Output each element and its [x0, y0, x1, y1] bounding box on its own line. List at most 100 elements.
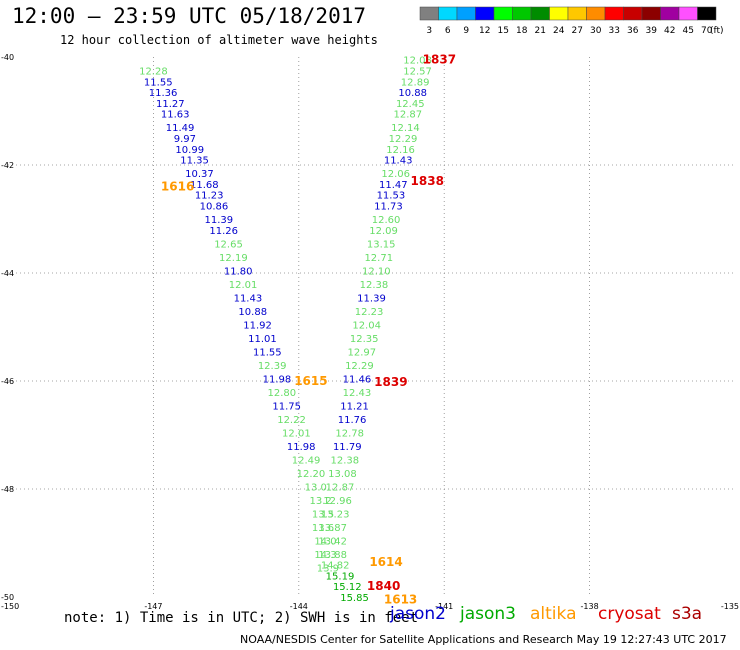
colorbar-tick-label: 6 — [445, 26, 451, 36]
swh-value-jason3: 12.89 — [401, 77, 430, 88]
colorbar-tick-label: 36 — [627, 26, 639, 36]
swh-value-jason2: 11.35 — [180, 156, 209, 167]
swh-value-jason3: 12.87 — [394, 110, 423, 121]
pass-time-label: 1840 — [367, 579, 400, 593]
swh-value-jason2: 9.97 — [174, 134, 196, 145]
swh-value-jason2: 12.39 — [258, 361, 287, 372]
y-tick-label: -50 — [1, 593, 14, 602]
swh-value-jason3: 11.53 — [377, 191, 406, 202]
swh-value-jason2: 11.80 — [224, 266, 253, 277]
swh-value-jason2: 10.86 — [200, 202, 229, 213]
swh-value-jason3: 12.29 — [345, 361, 374, 372]
swh-value-jason2: 12.49 — [292, 455, 321, 466]
y-tick-label: -48 — [1, 485, 14, 494]
swh-value-jason3: 13.15 — [367, 239, 396, 250]
swh-value-jason2: 10.99 — [175, 145, 204, 156]
swh-value-jason2: 11.26 — [209, 226, 238, 237]
legend-s3a: s3a — [672, 604, 703, 624]
swh-value-jason3: 12.23 — [355, 307, 384, 318]
legend-altika: altika — [530, 604, 577, 624]
pass-time-label: 1839 — [374, 375, 407, 389]
swh-value-jason3: 11.47 — [379, 180, 408, 191]
legend-cryosat: cryosat — [598, 604, 661, 624]
swh-value-jason3: 15.85 — [340, 593, 369, 604]
swh-value-jason3: 12.04 — [352, 320, 381, 331]
swh-value-jason2: 12.20 — [297, 469, 326, 480]
swh-value-jason3: 12.10 — [362, 266, 391, 277]
swh-value-jason2: 11.49 — [166, 123, 195, 134]
pass-time-label: 1613 — [384, 593, 417, 607]
swh-value-jason3: 14.82 — [321, 561, 350, 572]
colorbar-tick-label: 27 — [572, 26, 583, 36]
swh-value-jason3: 11.76 — [338, 415, 367, 426]
colorbar-unit: (ft) — [710, 26, 724, 36]
pass-time-label: 1616 — [161, 180, 194, 194]
page-subtitle: 12 hour collection of altimeter wave hei… — [60, 33, 378, 47]
swh-value-jason2: 11.27 — [156, 99, 185, 110]
swh-value-jason2: 11.23 — [195, 191, 224, 202]
swh-value-jason3: 12.35 — [350, 334, 379, 345]
swh-value-jason3: 12.14 — [391, 123, 420, 134]
x-tick-label: -150 — [1, 602, 19, 611]
colorbar-tick-label: 18 — [516, 26, 528, 36]
swh-value-jason3: 13.08 — [328, 469, 357, 480]
swh-value-jason2: 11.68 — [190, 180, 219, 191]
swh-value-jason3: 11.21 — [340, 401, 369, 412]
swh-value-jason2: 12.28 — [139, 67, 168, 78]
swh-value-jason3: 12.09 — [369, 226, 398, 237]
colorbar-legend: 3 6 9 12 15 18 21 24 27 30 33 36 39 42 45 70(ft) — [419, 6, 724, 36]
swh-value-jason2: 11.36 — [149, 88, 178, 99]
wave-height-map: -40 -42 -44 -46 -48 -50-150 -147 -144 -141 -138 -1… — [1, 53, 739, 611]
swh-value-jason2: 11.63 — [161, 110, 190, 121]
swh-value-jason3: 12.78 — [335, 428, 364, 439]
swh-value-jason2: 11.55 — [253, 347, 282, 358]
swh-value-jason2: 14.0 — [314, 536, 336, 547]
y-tick-label: -44 — [1, 269, 14, 278]
colorbar-tick-label: 21 — [535, 26, 546, 36]
swh-value-jason3: 12.16 — [386, 145, 415, 156]
swh-value-jason2: 10.88 — [238, 307, 267, 318]
swh-value-jason3: 12.71 — [364, 253, 393, 264]
swh-value-jason3: 12.06 — [381, 169, 410, 180]
swh-value-jason2: 13.2 — [309, 496, 331, 507]
y-tick-label: -42 — [1, 161, 14, 170]
y-tick-label: -46 — [1, 377, 14, 386]
colorbar-tick-label: 42 — [664, 26, 675, 36]
swh-value-jason2: 11.75 — [272, 401, 301, 412]
swh-value-jason3: 10.88 — [398, 88, 427, 99]
x-tick-label: -147 — [144, 602, 162, 611]
swh-value-jason3: 11.73 — [374, 202, 403, 213]
colorbar-tick-label: 39 — [646, 26, 658, 36]
swh-value-jason2: 13.5 — [312, 509, 334, 520]
swh-value-jason2: 13.0 — [305, 482, 327, 493]
swh-value-jason3: 11.39 — [357, 293, 386, 304]
colorbar-tick-label: 70 — [701, 26, 713, 36]
x-tick-label: -141 — [435, 602, 453, 611]
footer-credit: NOAA/NESDIS Center for Satellite Applica… — [240, 633, 727, 646]
x-tick-label: -135 — [721, 602, 739, 611]
x-tick-label: -138 — [581, 602, 599, 611]
swh-value-jason2: 11.98 — [287, 442, 316, 453]
pass-time-label: 1838 — [411, 174, 444, 188]
swh-value-jason3: 13.23 — [321, 509, 350, 520]
swh-value-jason3: 12.96 — [323, 496, 352, 507]
colorbar-tick-label: 24 — [553, 26, 565, 36]
colorbar-tick-label: 30 — [590, 26, 602, 36]
swh-value-jason3: 13.88 — [318, 550, 347, 561]
swh-value-jason3: 12.29 — [389, 134, 418, 145]
swh-value-jason2: 11.39 — [205, 215, 234, 226]
swh-value-jason2: 11.43 — [234, 293, 263, 304]
swh-value-jason2: 12.19 — [219, 253, 248, 264]
swh-value-jason3: 12.87 — [326, 482, 355, 493]
pass-time-label: 1614 — [369, 555, 402, 569]
swh-value-jason2: 13.6 — [312, 523, 334, 534]
swh-value-jason2: 12.22 — [277, 415, 306, 426]
swh-value-jason2: 12.01 — [282, 428, 311, 439]
swh-value-jason3: 12.38 — [360, 280, 389, 291]
swh-value-jason2: 11.98 — [263, 374, 292, 385]
colorbar-tick-label: 15 — [498, 26, 509, 36]
y-tick-label: -40 — [1, 53, 14, 62]
swh-value-jason3: 11.46 — [343, 374, 372, 385]
swh-value-jason3: 11.43 — [384, 156, 413, 167]
